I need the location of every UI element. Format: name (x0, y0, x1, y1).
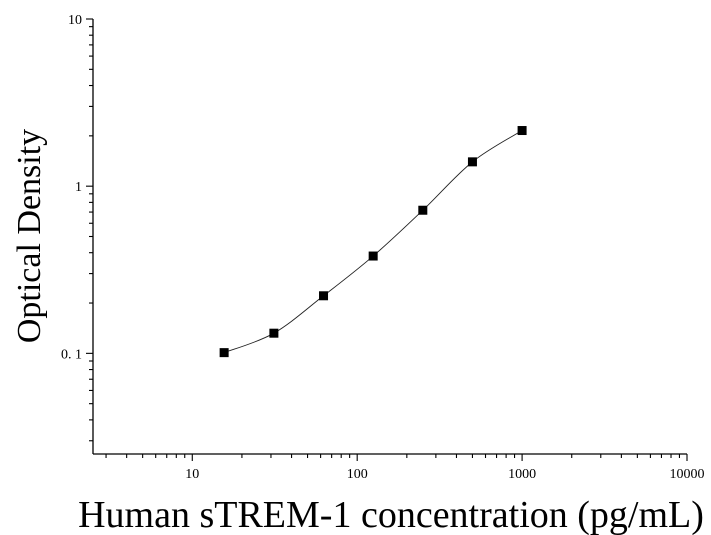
y-axis-title: Optical Density (11, 129, 48, 343)
x-tick-label: 100 (347, 467, 368, 482)
x-axis-ticks (105, 454, 688, 461)
data-point (319, 291, 329, 301)
x-axis-tick-labels: 10 100 1000 10000 (185, 467, 704, 482)
y-axis-ticks (86, 18, 93, 442)
y-tick-label: 0. 1 (61, 347, 82, 362)
fit-curve (223, 130, 523, 354)
data-points (219, 126, 527, 358)
data-point (517, 126, 527, 136)
data-point (219, 348, 229, 358)
y-tick-label: 10 (68, 13, 82, 28)
x-axis-title: Human sTREM-1 concentration (pg/mL) (78, 494, 704, 535)
data-point (418, 205, 428, 215)
x-tick-label: 10 (185, 467, 199, 482)
data-point (269, 328, 279, 338)
y-tick-label: 1 (75, 180, 82, 195)
x-tick-label: 10000 (670, 467, 705, 482)
x-tick-label: 1000 (508, 467, 536, 482)
data-point (467, 157, 477, 167)
y-axis-tick-labels: 0. 1 1 10 (61, 13, 82, 362)
data-point (368, 251, 378, 261)
